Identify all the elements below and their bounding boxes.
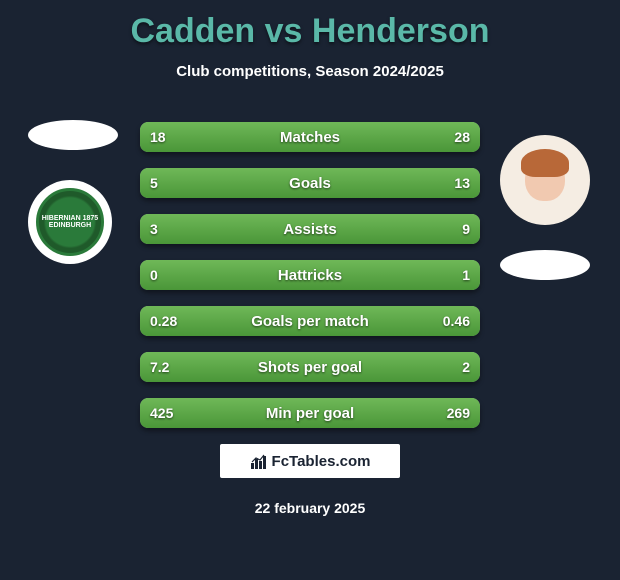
stat-value-right: 9: [462, 214, 470, 244]
stat-value-left: 18: [150, 122, 166, 152]
player-left-avatar-shadow: [28, 120, 118, 150]
stat-row: Goals5 13: [140, 168, 480, 198]
stat-row: Shots per goal7.2 2: [140, 352, 480, 382]
date: 22 february 2025: [0, 500, 620, 516]
stat-row: Assists3 9: [140, 214, 480, 244]
stat-value-left: 0.28: [150, 306, 177, 336]
stat-label: Min per goal: [140, 398, 480, 428]
page-title: Cadden vs Henderson: [0, 0, 620, 51]
stats-container: Matches18 28 Goals5 13 Assists3 9 Hattricks0 1 G…: [140, 122, 480, 444]
stat-row: Hattricks0 1: [140, 260, 480, 290]
stat-value-left: 5: [150, 168, 158, 198]
stat-label: Matches: [140, 122, 480, 152]
stat-row: Goals per match0.28 0.46: [140, 306, 480, 336]
stat-label: Goals per match: [140, 306, 480, 336]
player-right-avatar-shadow: [500, 250, 590, 280]
stat-value-right: 13: [454, 168, 470, 198]
subtitle: Club competitions, Season 2024/2025: [0, 63, 620, 80]
stat-label: Hattricks: [140, 260, 480, 290]
footer-brand-text: FcTables.com: [272, 453, 371, 470]
chart-icon: [250, 452, 268, 470]
stat-label: Shots per goal: [140, 352, 480, 382]
stat-value-right: 1: [462, 260, 470, 290]
stat-label: Assists: [140, 214, 480, 244]
stat-value-left: 7.2: [150, 352, 169, 382]
stat-row: Min per goal425 269: [140, 398, 480, 428]
stat-value-right: 269: [447, 398, 470, 428]
footer-brand: FcTables.com: [220, 444, 400, 478]
stat-row: Matches18 28: [140, 122, 480, 152]
stat-value-left: 3: [150, 214, 158, 244]
stat-label: Goals: [140, 168, 480, 198]
player-left-club-badge: HIBERNIAN 1875 EDINBURGH: [28, 180, 112, 264]
stat-value-right: 0.46: [443, 306, 470, 336]
club-badge-text: HIBERNIAN 1875 EDINBURGH: [39, 215, 101, 229]
player-right-avatar: [500, 135, 590, 225]
stat-value-left: 425: [150, 398, 173, 428]
club-badge-inner: HIBERNIAN 1875 EDINBURGH: [36, 188, 104, 256]
stat-value-right: 28: [454, 122, 470, 152]
stat-value-left: 0: [150, 260, 158, 290]
stat-value-right: 2: [462, 352, 470, 382]
